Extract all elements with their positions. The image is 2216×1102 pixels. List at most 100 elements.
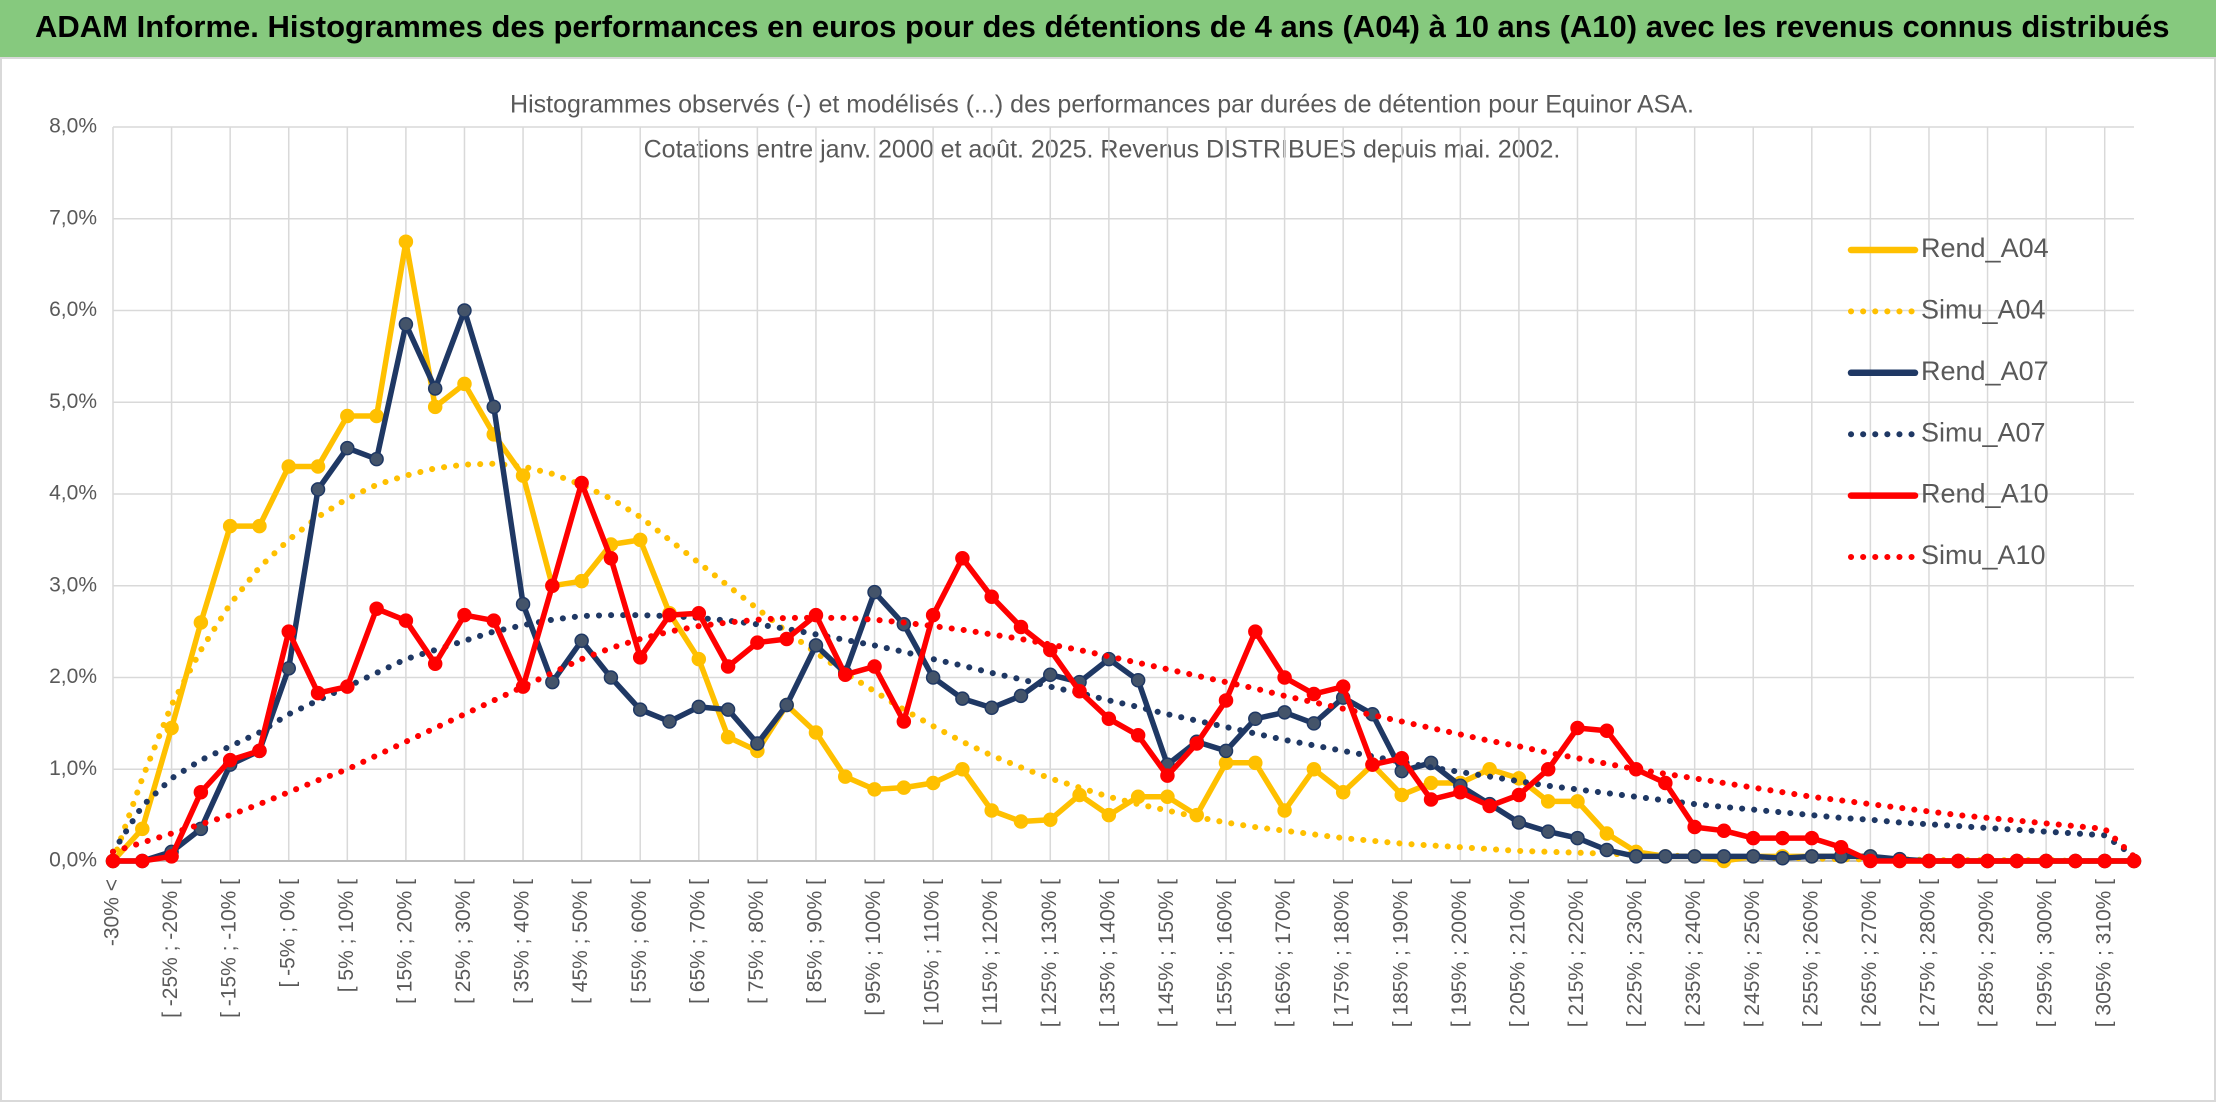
- point: [1833, 839, 1849, 855]
- point: [1453, 784, 1468, 800]
- point: [1423, 775, 1439, 791]
- legend-label: Simu_A07: [1921, 417, 2046, 447]
- x-tick-label: [ 85% ; 90% [: [804, 879, 827, 1004]
- point: [1628, 849, 1644, 864]
- point: [398, 613, 414, 628]
- x-tick-label: [ 245% ; 250% [: [1741, 879, 1764, 1027]
- point: [2038, 853, 2054, 869]
- point: [574, 633, 589, 649]
- point: [1687, 819, 1702, 835]
- y-tick-label: 6,0%: [49, 298, 97, 321]
- point: [1394, 787, 1410, 803]
- point: [750, 635, 765, 650]
- x-tick-label: [ 35% ; 40% [: [511, 879, 534, 1004]
- observed-line: [110, 480, 2137, 864]
- point: [164, 849, 179, 864]
- x-tick-label: [ 275% ; 280% [: [1917, 879, 1940, 1027]
- point: [1013, 688, 1029, 704]
- point: [1511, 815, 1527, 830]
- point: [457, 376, 472, 392]
- point: [398, 234, 414, 249]
- point: [545, 578, 560, 593]
- point: [1687, 849, 1702, 864]
- point: [1599, 826, 1615, 841]
- point: [691, 606, 707, 621]
- point: [808, 638, 824, 653]
- x-tick-label: -30% <: [101, 879, 124, 946]
- y-tick-label: 4,0%: [49, 482, 97, 505]
- x-tick-label: [ 135% ; 140% [: [1096, 879, 1119, 1027]
- point: [1775, 850, 1790, 866]
- point: [1130, 728, 1146, 743]
- point: [1716, 823, 1732, 838]
- x-tick-label: [ 115% ; 120% [: [979, 879, 1002, 1026]
- x-tick-label: [ 75% ; 80% [: [745, 879, 768, 1004]
- point: [1716, 849, 1732, 864]
- x-tick-label: [ 165% ; 170% [: [1272, 879, 1295, 1027]
- point: [252, 743, 267, 759]
- point: [867, 782, 882, 797]
- point: [193, 784, 209, 800]
- x-tick-label: [ 5% ; 10% [: [335, 879, 358, 992]
- point: [1745, 830, 1761, 846]
- point: [955, 762, 970, 777]
- point: [1218, 693, 1234, 708]
- point: [574, 475, 589, 491]
- y-tick-label: 7,0%: [49, 206, 97, 229]
- legend-label: Simu_A10: [1921, 540, 2046, 570]
- model-line: [110, 614, 2137, 860]
- x-tick-label: [ 255% ; 260% [: [1799, 879, 1822, 1027]
- point: [1570, 830, 1585, 846]
- point: [779, 697, 794, 713]
- point: [896, 780, 912, 795]
- point: [1277, 803, 1292, 818]
- point: [486, 399, 502, 415]
- point: [398, 317, 414, 332]
- point: [1570, 794, 1585, 809]
- point: [135, 853, 150, 869]
- point: [779, 631, 794, 647]
- point: [925, 607, 941, 623]
- point: [281, 624, 296, 639]
- point: [1130, 673, 1146, 688]
- legend-label: Rend_A10: [1921, 479, 2049, 509]
- x-tick-label: [ 45% ; 50% [: [569, 879, 592, 1004]
- point: [1482, 798, 1497, 814]
- point: [135, 821, 150, 837]
- point: [1043, 667, 1058, 682]
- point: [1072, 684, 1087, 699]
- point: [369, 601, 384, 616]
- x-tick-label: [ 285% ; 290% [: [1975, 879, 1998, 1027]
- x-tick-label: [ 185% ; 190% [: [1389, 879, 1412, 1027]
- point: [1540, 824, 1556, 839]
- point: [1394, 750, 1410, 766]
- point: [1218, 755, 1234, 771]
- point: [574, 573, 589, 589]
- x-tick-label: [ -15% ; -10% [: [218, 879, 241, 1018]
- x-tick-label: [ 295% ; 300% [: [2034, 879, 2057, 1027]
- point: [427, 656, 443, 671]
- point: [310, 685, 326, 701]
- x-tick-label: [ -5% ; 0% [: [276, 879, 299, 988]
- point: [662, 714, 677, 729]
- y-tick-label: 2,0%: [49, 665, 97, 688]
- point: [457, 303, 472, 318]
- point: [984, 803, 999, 818]
- point: [1306, 686, 1322, 702]
- point: [1072, 787, 1087, 803]
- point: [1921, 853, 1937, 869]
- point: [486, 613, 502, 628]
- point: [222, 752, 238, 768]
- observed-line: [110, 307, 2137, 864]
- point: [691, 651, 707, 667]
- x-tick-label: [ 125% ; 130% [: [1038, 879, 1061, 1027]
- x-tick-label: [ 175% ; 180% [: [1331, 879, 1354, 1027]
- point: [1775, 830, 1790, 846]
- x-tick-label: [ 155% ; 160% [: [1214, 879, 1237, 1027]
- point: [1951, 853, 1966, 869]
- y-tick-label: 1,0%: [49, 757, 97, 780]
- x-tick-label: [ 145% ; 150% [: [1155, 879, 1178, 1027]
- point: [1804, 830, 1820, 846]
- point: [427, 381, 443, 396]
